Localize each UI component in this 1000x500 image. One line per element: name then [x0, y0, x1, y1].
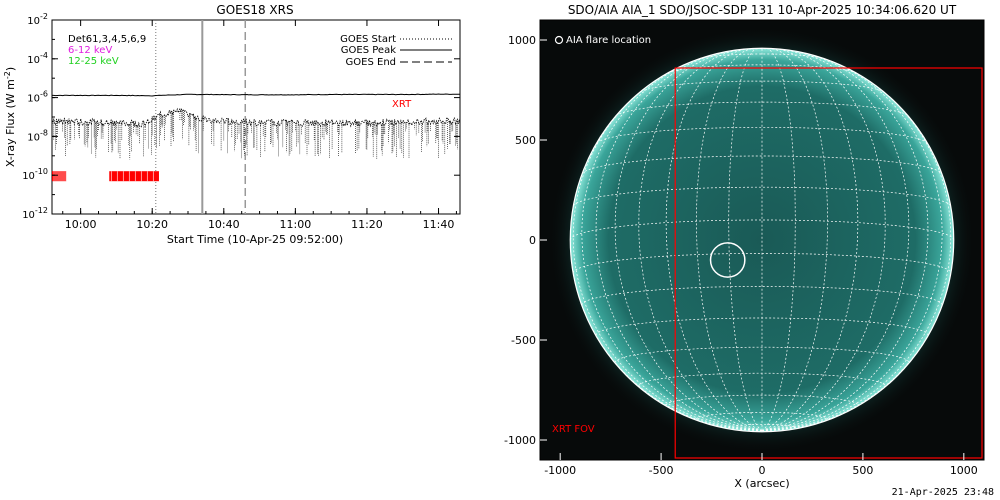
aia-xlabel: X (arcsec) — [734, 477, 789, 490]
goes-xrs-chart: GOES18 XRS 10:00 10:20 10:40 11:00 11:20 11:4… — [3, 3, 461, 246]
xrt-fov-box — [674, 67, 983, 459]
longitude-line — [696, 48, 763, 432]
y-tick-label: 10-12 — [22, 206, 48, 221]
longitude-line — [728, 48, 763, 431]
aia-y-tick-label: 1000 — [508, 34, 536, 47]
x-tick-label: 10:20 — [136, 218, 168, 231]
x-tick-label: 10:40 — [208, 218, 240, 231]
longitude-line — [665, 48, 763, 432]
y-tick-label: 10-2 — [27, 12, 48, 27]
aia-x-tick-label: -1000 — [544, 464, 576, 477]
goes-plot-area: 10:00 10:20 10:40 11:00 11:20 11:40 10-12 10-10… — [22, 12, 461, 231]
latitude-line — [696, 411, 828, 420]
aia-flare-label: AIA flare location — [566, 35, 651, 46]
goes-series — [51, 93, 461, 160]
y-tick-label: 10-10 — [22, 167, 48, 182]
goes-det-label: Det61,3,4,5,6,9 — [68, 34, 146, 45]
solar-disk — [570, 48, 954, 432]
longitude-line — [572, 77, 763, 432]
render-timestamp: 21-Apr-2025 23:48 — [891, 487, 994, 498]
latitude-line — [615, 101, 909, 117]
goes-band-low: 6-12 keV — [68, 45, 112, 56]
goes-legend: GOES Start GOES Peak GOES End — [340, 34, 452, 68]
aia-x-tick-label: 0 — [759, 464, 766, 477]
longitude-line — [761, 50, 910, 432]
goes-band-high: 12-25 keV — [68, 56, 119, 67]
legend-goes-start: GOES Start — [340, 34, 396, 45]
x-tick-label: 10:00 — [65, 218, 97, 231]
latitude-line — [699, 53, 825, 60]
aia-image-panel: SDO/AIA AIA_1 SDO/JSOC-SDP 131 10-Apr-20… — [504, 3, 985, 490]
longitude-line — [761, 56, 943, 432]
longitude-line — [761, 48, 859, 432]
goes-ylabel-end: ) — [4, 67, 17, 71]
legend-goes-peak: GOES Peak — [341, 45, 396, 56]
svg-text:X-ray Flux (W m-2): X-ray Flux (W m-2) — [3, 67, 17, 167]
longitude-line — [761, 77, 952, 432]
heliographic-grid — [569, 48, 955, 432]
longitude-line — [761, 48, 886, 432]
xrt-observation-bars — [52, 171, 160, 182]
x-tick-label: 11:20 — [351, 218, 383, 231]
legend-goes-end: GOES End — [346, 57, 396, 68]
goes-event-lines — [155, 20, 247, 214]
y-tick-label: 10-4 — [27, 51, 48, 66]
longitude-line — [581, 56, 763, 432]
flare-legend-icon — [554, 35, 564, 45]
aia-x-tick-label: 1000 — [950, 464, 978, 477]
goes-ylabel: X-ray Flux (W m-2) — [3, 67, 17, 167]
solar-limb — [569, 47, 955, 433]
aia-axis-ticks: -1000 -500 0 500 1000 1000 500 0 -500 -1000 — [504, 34, 978, 477]
goes-axis-ticks: 10:00 10:20 10:40 11:00 11:20 11:40 10-12 10-10… — [22, 12, 460, 231]
aia-y-tick-label: 0 — [529, 234, 536, 247]
longitude-line — [761, 48, 828, 432]
goes-plot-frame — [51, 19, 461, 215]
x-tick-label: 11:40 — [423, 218, 455, 231]
aia-image — [540, 20, 984, 460]
goes-long-channel-line — [52, 93, 461, 97]
aia-y-tick-label: -1000 — [504, 434, 536, 447]
goes-title: GOES18 XRS — [216, 3, 293, 17]
goes-xrt-label: XRT — [392, 99, 412, 110]
aia-title: SDO/AIA AIA_1 SDO/JSOC-SDP 131 10-Apr-20… — [568, 3, 957, 17]
goes-short-channel-line — [51, 107, 461, 129]
aia-x-tick-label: -500 — [649, 464, 674, 477]
aia-y-tick-label: 500 — [515, 134, 536, 147]
xrt-observation-bar — [109, 171, 160, 182]
aia-x-tick-label: 500 — [852, 464, 873, 477]
longitude-line — [761, 48, 796, 431]
aia-y-tick-label: -500 — [511, 334, 536, 347]
goes-short-channel-dropouts — [51, 109, 458, 160]
longitude-line — [595, 51, 763, 432]
y-tick-label: 10-6 — [27, 90, 48, 105]
longitude-line — [614, 50, 763, 432]
x-tick-label: 11:00 — [280, 218, 312, 231]
goes-ylabel-sup: -2 — [3, 71, 12, 79]
latitude-line — [596, 126, 928, 144]
longitude-line — [638, 48, 763, 432]
goes-xlabel: Start Time (10-Apr-25 09:52:00) — [167, 233, 343, 246]
goes-ylabel-text: X-ray Flux (W m — [4, 79, 17, 167]
xrt-observation-bar — [52, 171, 67, 182]
longitude-line — [761, 51, 929, 432]
flare-location-circle — [709, 242, 746, 278]
y-tick-label: 10-8 — [27, 128, 48, 143]
aia-fov-label: XRT FOV — [552, 424, 595, 435]
latitude-line — [581, 155, 943, 175]
